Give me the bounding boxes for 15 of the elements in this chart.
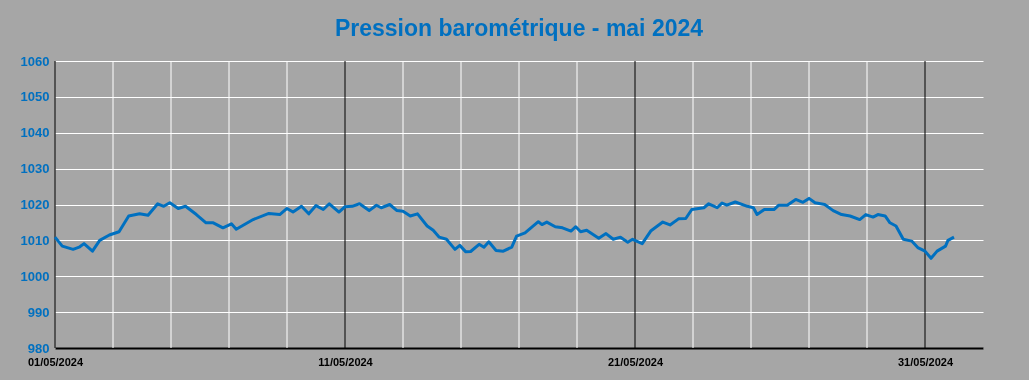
- y-tick-label: 1050: [20, 89, 50, 105]
- y-tick-label: 980: [27, 340, 50, 356]
- y-tick-label: 1020: [20, 197, 50, 212]
- y-tick-label: 1040: [20, 125, 50, 141]
- chart-title: Pression barométrique - mai 2024: [334, 15, 704, 41]
- x-tick-label: 01/05/2024: [27, 355, 84, 368]
- y-tick-label: 990: [27, 304, 50, 320]
- y-tick-label: 1030: [20, 161, 50, 177]
- x-tick-label: 11/05/2024: [318, 355, 374, 368]
- y-tick-label: 1010: [20, 232, 50, 248]
- x-tick-label: 21/05/2024: [607, 355, 664, 368]
- x-tick-label: 31/05/2024: [897, 355, 954, 368]
- line-series: [53, 196, 956, 260]
- y-tick-label: 1060: [20, 53, 50, 69]
- y-tick-label: 1000: [20, 268, 50, 284]
